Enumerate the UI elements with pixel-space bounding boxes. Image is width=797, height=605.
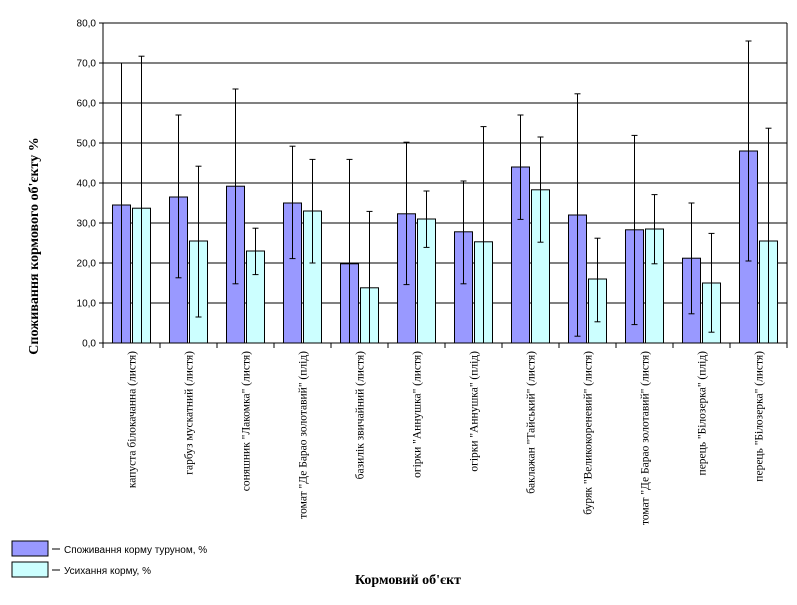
y-tick-label: 20,0 [77,259,97,270]
y-tick-label: 60,0 [77,99,97,110]
x-axis-label: Кормовий об'єкт [355,573,461,588]
category-label: буряк "Великокореневий" (листя) [583,351,595,515]
category-label: капуста білокачанна (листя) [127,351,139,488]
y-tick-label: 70,0 [77,59,97,70]
bars-layer [112,150,778,344]
category-label: томат "Де Барао золотавий" (листя) [640,351,652,525]
y-tick-label: 0,0 [82,339,96,350]
y-axis-label: Споживання кормового об'єкту % [27,137,42,354]
error-bars-layer [118,40,772,343]
category-label: томат "Де Барао золотавий" (плід) [298,351,310,519]
category-labels: капуста білокачанна (листя) гарбуз мускат… [127,351,766,525]
y-tick-label: 40,0 [77,179,97,190]
legend-label-drying: Усихання корму, % [64,566,151,577]
y-tick-label: 50,0 [77,139,97,150]
grid-layer [103,22,788,343]
category-label: огірки "Аннушка" (листя) [412,351,424,478]
legend: Споживання корму туруном, % Усихання кор… [11,540,207,578]
category-label: баклажан "Тайський" (листя) [526,351,538,494]
category-label: базилік звичайний (листя) [355,351,367,480]
category-label: огірки "Аннушка" (плід) [469,351,481,472]
axis-layer [99,22,788,348]
legend-label-consumption: Споживання корму туруном, % [64,545,207,556]
legend-swatch-consumption [11,540,49,557]
y-tick-labels: 0,0 10,0 20,0 30,0 40,0 50,0 60,0 70,0 80,0 [77,19,97,350]
category-label: перець "Білозерка" (плід) [697,351,709,476]
y-tick-label: 80,0 [77,19,97,30]
y-tick-label: 30,0 [77,219,97,230]
category-label: соняшник "Лакомка" (листя) [241,351,253,491]
y-tick-label: 10,0 [77,299,97,310]
category-label: перець "Білозерка" (листя) [754,351,766,482]
category-label: гарбуз мускатний (листя) [184,351,196,475]
legend-swatch-drying [11,561,49,578]
